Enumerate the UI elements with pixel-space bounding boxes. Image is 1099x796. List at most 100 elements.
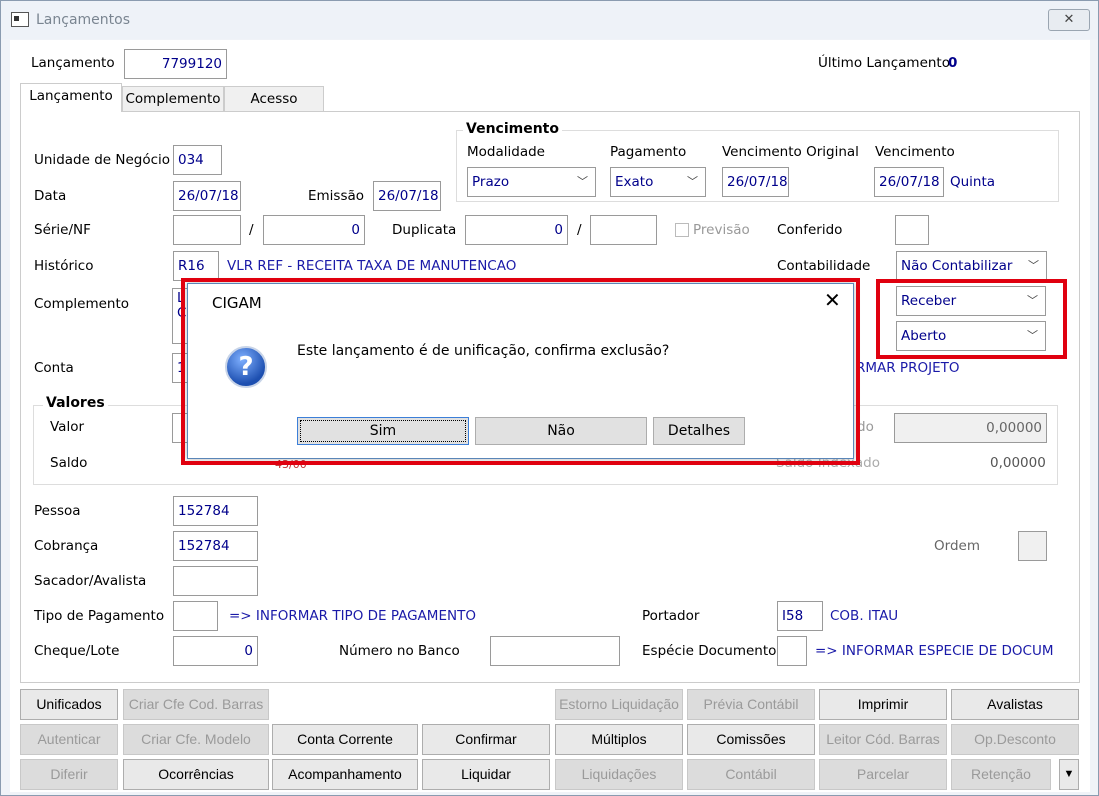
pre-via-conta-bil-button: Prévia Contábil bbox=[687, 689, 815, 720]
tipo-pagamento-field[interactable] bbox=[173, 601, 218, 631]
sim-button[interactable]: Sim bbox=[297, 417, 469, 445]
saldo-label: Saldo bbox=[50, 455, 88, 471]
title-bar bbox=[1, 1, 1098, 39]
vencimento-label: Vencimento bbox=[875, 144, 955, 160]
tab-acesso[interactable]: Acesso bbox=[224, 86, 324, 111]
especie-field[interactable] bbox=[777, 636, 807, 666]
comisso-es-button[interactable]: Comissões bbox=[687, 724, 815, 755]
situacao-value: Aberto bbox=[901, 328, 947, 344]
ultimo-lancamento-value: 0 bbox=[948, 55, 958, 71]
modalidade-value: Prazo bbox=[472, 174, 510, 190]
lancamento-field[interactable]: 7799120 bbox=[124, 49, 227, 79]
data-field[interactable]: 26/07/18 bbox=[173, 181, 241, 211]
previsao-label: Previsão bbox=[693, 222, 750, 238]
highlight-box-dialog bbox=[181, 278, 860, 465]
duplicata-field[interactable]: 0 bbox=[465, 215, 568, 245]
mu-ltiplos-button[interactable]: Múltiplos bbox=[555, 724, 683, 755]
tab-lancamento[interactable]: Lançamento bbox=[20, 83, 122, 112]
nf-field[interactable]: 0 bbox=[263, 215, 365, 245]
projeto-link[interactable]: RMAR PROJETO bbox=[856, 360, 960, 376]
confirmar-button[interactable]: Confirmar bbox=[422, 724, 550, 755]
acompanhamento-button[interactable]: Acompanhamento bbox=[272, 759, 418, 790]
tipo-value: Receber bbox=[901, 293, 957, 309]
unidade-field[interactable]: 034 bbox=[173, 145, 222, 175]
nao-button[interactable]: Não bbox=[475, 417, 647, 445]
situacao-select[interactable]: Aberto ﹀ bbox=[896, 321, 1046, 351]
parcelar-button: Parcelar bbox=[819, 759, 947, 790]
portador-field[interactable]: I58 bbox=[777, 601, 823, 631]
numero-banco-label: Número no Banco bbox=[339, 643, 460, 659]
complemento-label: Complemento bbox=[34, 296, 130, 312]
unidade-label: Unidade de Negócio bbox=[34, 152, 171, 168]
portador-label: Portador bbox=[642, 608, 700, 624]
leitor-co-d-barras-button: Leitor Cód. Barras bbox=[819, 724, 947, 755]
emissao-label: Emissão bbox=[308, 188, 365, 204]
ocorre-ncias-button[interactable]: Ocorrências bbox=[123, 759, 269, 790]
serie-field[interactable] bbox=[173, 215, 241, 245]
conferido-field[interactable] bbox=[895, 215, 929, 245]
pagamento-select[interactable]: Exato ﹀ bbox=[610, 167, 706, 197]
window-title: Lançamentos bbox=[36, 12, 131, 28]
chevron-down-icon: ﹀ bbox=[577, 175, 588, 188]
detalhes-button[interactable]: Detalhes bbox=[653, 417, 745, 445]
conta-corrente-button[interactable]: Conta Corrente bbox=[272, 724, 418, 755]
more-buttons-arrow[interactable]: ▼ bbox=[1059, 759, 1079, 790]
vencimento-field[interactable]: 26/07/18 bbox=[874, 167, 944, 197]
tipo-select[interactable]: Receber ﹀ bbox=[896, 286, 1046, 316]
historico-code-field[interactable]: R16 bbox=[173, 251, 219, 281]
duplicata-ext-field[interactable] bbox=[590, 215, 657, 245]
especie-label: Espécie Documento bbox=[642, 643, 777, 659]
cheque-field[interactable]: 0 bbox=[173, 636, 258, 666]
cobranca-field[interactable]: 152784 bbox=[173, 531, 258, 561]
valores-title: Valores bbox=[43, 395, 108, 411]
chevron-down-icon: ﹀ bbox=[1027, 329, 1038, 342]
sacador-label: Sacador/Avalista bbox=[34, 573, 147, 589]
retenc-a-o-button: Retenção bbox=[951, 759, 1051, 790]
pagamento-value: Exato bbox=[615, 174, 654, 190]
close-button[interactable]: ✕ bbox=[1048, 9, 1090, 31]
cobranca-label: Cobrança bbox=[34, 538, 99, 554]
historico-text: VLR REF - RECEITA TAXA DE MANUTENCAO bbox=[227, 258, 517, 274]
dialog-title: CIGAM bbox=[212, 294, 262, 312]
imprimir-button[interactable]: Imprimir bbox=[819, 689, 947, 720]
valor-label: Valor bbox=[50, 419, 85, 435]
liquidar-button[interactable]: Liquidar bbox=[422, 759, 550, 790]
emissao-field[interactable]: 26/07/18 bbox=[373, 181, 441, 211]
modalidade-select[interactable]: Prazo ﹀ bbox=[467, 167, 596, 197]
contabilidade-select[interactable]: Não Contabilizar ﹀ bbox=[896, 251, 1047, 281]
liquidac-o-es-button: Liquidações bbox=[555, 759, 683, 790]
sacador-field[interactable] bbox=[173, 566, 258, 596]
previsao-checkbox[interactable] bbox=[675, 223, 689, 237]
vencimento-group bbox=[456, 130, 1059, 202]
lancamento-label: Lançamento bbox=[31, 55, 115, 71]
window-icon bbox=[11, 12, 29, 27]
tab-complemento[interactable]: Complemento bbox=[122, 86, 224, 111]
ordem-field bbox=[1018, 531, 1047, 561]
unificados-button[interactable]: Unificados bbox=[20, 689, 118, 720]
avalistas-button[interactable]: Avalistas bbox=[951, 689, 1079, 720]
slash-1: / bbox=[249, 222, 254, 238]
chevron-down-icon: ﹀ bbox=[1028, 259, 1039, 272]
slash-2: / bbox=[577, 222, 582, 238]
saldo-indexado-value: 0,00000 bbox=[990, 455, 1046, 471]
pessoa-label: Pessoa bbox=[34, 503, 81, 519]
dialog-message: Este lançamento é de unificação, confirm… bbox=[297, 343, 670, 359]
cheque-label: Cheque/Lote bbox=[34, 643, 120, 659]
pagamento-label: Pagamento bbox=[610, 144, 687, 160]
tipo-pagamento-link[interactable]: => INFORMAR TIPO DE PAGAMENTO bbox=[229, 608, 476, 624]
chevron-down-icon: ﹀ bbox=[687, 175, 698, 188]
vencimento-title: Vencimento bbox=[463, 121, 562, 137]
criar-cfe-modelo-button: Criar Cfe. Modelo bbox=[123, 724, 269, 755]
vencimento-original-field[interactable]: 26/07/18 bbox=[722, 167, 789, 197]
contabilidade-value: Não Contabilizar bbox=[901, 258, 1013, 274]
dialog-close-icon[interactable]: ✕ bbox=[824, 288, 841, 312]
especie-link[interactable]: => INFORMAR ESPECIE DE DOCUM bbox=[815, 643, 1054, 659]
conta-label: Conta bbox=[34, 360, 74, 376]
valor-indexado-label: do bbox=[857, 419, 874, 435]
conta-bil-button: Contábil bbox=[687, 759, 815, 790]
portador-text: COB. ITAU bbox=[830, 608, 899, 624]
historico-label: Histórico bbox=[34, 258, 94, 274]
pessoa-field[interactable]: 152784 bbox=[173, 496, 258, 526]
conferido-label: Conferido bbox=[777, 222, 843, 238]
numero-banco-field[interactable] bbox=[490, 636, 620, 666]
